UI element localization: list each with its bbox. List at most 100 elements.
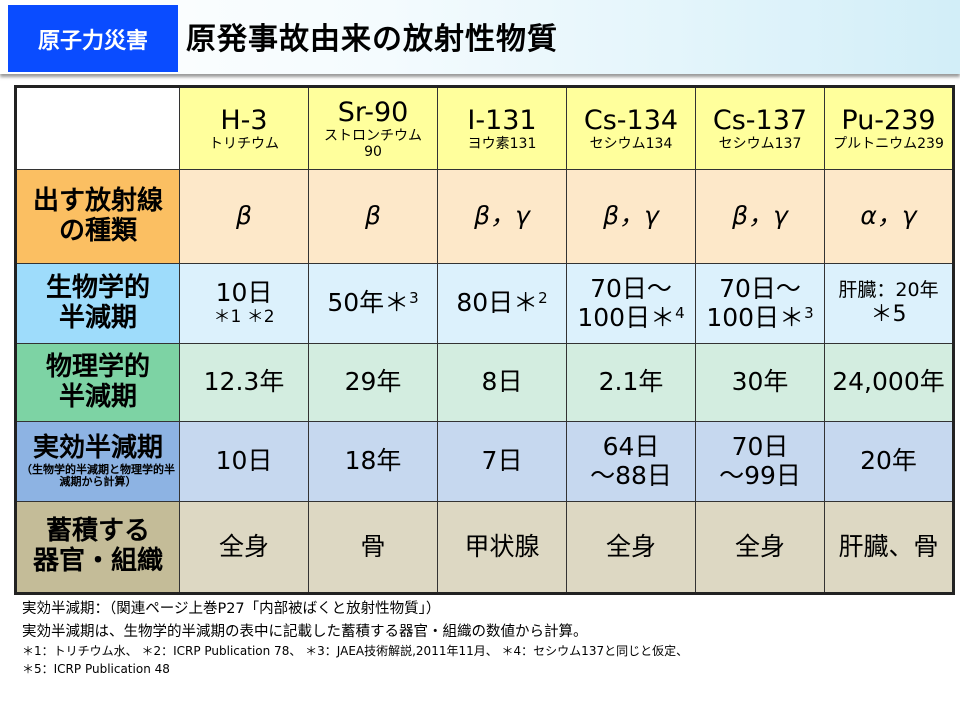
table-row: 出す放射線 の種類 β β β，γ β，γ β，γ α，γ xyxy=(15,169,954,264)
cell-line: 70日～ xyxy=(567,274,695,304)
row-label-line: 出す放射線 xyxy=(32,185,163,216)
table-cell: 骨 xyxy=(308,501,438,594)
cell-text: ～88日 xyxy=(590,460,672,490)
cell-line: 20年 xyxy=(825,446,952,476)
cell-text: α，γ xyxy=(860,201,917,231)
cell-line: 全身 xyxy=(567,532,695,562)
table-row: 蓄積する 器官・組織 全身 骨 甲状腺 全身 全身 肝臓、骨 xyxy=(15,501,954,594)
table-cell: 8日 xyxy=(437,343,567,422)
table-cell: 29年 xyxy=(308,343,438,422)
cell-line: 70日 xyxy=(696,431,824,462)
table-cell: 80日＊2 xyxy=(437,263,567,344)
cell-line: 肝臓：20年 xyxy=(825,278,952,302)
cell-text: 8日 xyxy=(481,367,523,397)
table-cell: 18年 xyxy=(308,421,438,502)
table-cell: 2.1年 xyxy=(566,343,696,422)
isotope-name: セシウム134 xyxy=(589,135,673,152)
cell-text: 骨 xyxy=(360,531,386,561)
table-cell: 12.3年 xyxy=(179,343,309,422)
table-cell: 肝臓、骨 xyxy=(824,501,954,594)
row-label-line: 蓄積する xyxy=(45,516,150,547)
row-label-line: 半減期 xyxy=(58,302,137,333)
table-cell: 64日 ～88日 xyxy=(566,421,696,502)
cell-line: 10日 xyxy=(180,278,308,308)
cell-line: 24,000年 xyxy=(825,367,952,397)
table-cell: 全身 xyxy=(179,501,309,594)
table-cell: 70日 ～99日 xyxy=(695,421,825,502)
footnote-reference-5: ＊5：ICRP Publication 48 xyxy=(22,662,170,676)
cell-text: ＊1 ＊2 xyxy=(213,307,275,328)
row-label-line: 半減期 xyxy=(58,381,137,412)
cell-text: 肝臓：20年 xyxy=(838,278,939,301)
isotope-name: ヨウ素131 xyxy=(467,135,537,152)
category-badge: 原子力災害 xyxy=(8,5,178,72)
cell-line: 50年＊3 xyxy=(309,288,437,318)
row-label-line: 物理学的 xyxy=(45,351,150,382)
row-label-line: 実効半減期 xyxy=(32,432,163,463)
row-label-note: （生物学的半減期と物理学的半減期から計算） xyxy=(21,462,175,489)
table-cell: 30年 xyxy=(695,343,825,422)
cell-line: β xyxy=(309,201,437,231)
table-cell: 10日 ＊1 ＊2 xyxy=(179,263,309,344)
cell-text: 30年 xyxy=(731,367,789,397)
radionuclide-table: H-3 トリチウム Sr-90 ストロンチウム90 I-131 ヨウ素131 Cs-134 セ… xyxy=(14,85,955,595)
row-label-line: 生物学的 xyxy=(45,272,150,303)
footnote-marker: 3 xyxy=(409,289,419,308)
row-label: 出す放射線 の種類 xyxy=(15,169,180,264)
cell-text: β，γ xyxy=(732,201,788,231)
cell-text: 12.3年 xyxy=(203,367,285,397)
table-cell: 70日～ 100日＊4 xyxy=(566,263,696,344)
cell-line: ＊1 ＊2 xyxy=(180,307,308,328)
cell-line: 100日＊3 xyxy=(696,302,824,333)
table-cell: 70日～ 100日＊3 xyxy=(695,263,825,344)
cell-text: 70日 xyxy=(731,431,789,461)
cell-text: β xyxy=(365,201,381,231)
table-cell: 全身 xyxy=(566,501,696,594)
cell-line: 全身 xyxy=(696,532,824,562)
row-label-line: 器官・組織 xyxy=(32,546,163,576)
isotope-name: セシウム137 xyxy=(718,135,802,152)
row-label-line: の種類 xyxy=(58,215,137,246)
footer-note-2: 実効半減期は、生物学的半減期の表中に記載した蓄積する器官・組織の数値から計算。 xyxy=(22,624,588,640)
cell-text: 2.1年 xyxy=(598,367,664,397)
header-row: H-3 トリチウム Sr-90 ストロンチウム90 I-131 ヨウ素131 Cs-134 セ… xyxy=(15,86,954,170)
footer-note-1: 実効半減期：（関連ページ上巻P27「内部被ばくと放射性物質」） xyxy=(22,601,441,617)
table-cell: 全身 xyxy=(695,501,825,594)
cell-line: ＊5 xyxy=(825,302,952,327)
row-label: 生物学的 半減期 xyxy=(15,263,180,344)
table-row: 生物学的 半減期 10日 ＊1 ＊2 50年＊3 80日＊2 70日～ 100日＊4 70日～ 1… xyxy=(15,263,954,344)
cell-text: 20年 xyxy=(860,446,917,476)
table-cell: 7日 xyxy=(437,421,567,502)
cell-line: 2.1年 xyxy=(567,367,695,397)
cell-text: 100日＊ xyxy=(706,302,805,332)
cell-text: 80日＊ xyxy=(456,288,539,318)
cell-text: 24,000年 xyxy=(832,367,945,397)
cell-text: 7日 xyxy=(481,446,523,476)
isotope-symbol: Cs-134 xyxy=(583,104,679,136)
cell-text: 全身 xyxy=(218,531,269,561)
cell-line: 18年 xyxy=(309,446,437,476)
cell-line: 70日～ xyxy=(696,274,824,304)
isotope-symbol: Pu-239 xyxy=(841,104,936,136)
cell-line: 30年 xyxy=(696,367,824,397)
cell-line: 80日＊2 xyxy=(438,288,566,318)
cell-line: α，γ xyxy=(825,201,952,231)
cell-line: 7日 xyxy=(438,446,566,476)
cell-line: ～99日 xyxy=(696,461,824,491)
isotope-symbol: Cs-137 xyxy=(712,104,808,136)
cell-line: 100日＊4 xyxy=(567,303,695,333)
slide-header: 原子力災害 原発事故由来の放射性物質 xyxy=(0,0,960,74)
column-header-h-3: H-3 トリチウム xyxy=(179,86,309,170)
cell-text: ＊5 xyxy=(870,301,907,327)
cell-line: 肝臓、骨 xyxy=(825,531,952,562)
cell-text: β，γ xyxy=(603,201,659,231)
page-title: 原発事故由来の放射性物質 xyxy=(186,22,558,57)
cell-text: 18年 xyxy=(344,446,402,476)
cell-text: 甲状腺 xyxy=(464,531,540,561)
cell-text: 肝臓、骨 xyxy=(838,531,939,561)
table-cell: 20年 xyxy=(824,421,954,502)
table-cell: β，γ xyxy=(695,169,825,264)
isotope-name: ストロンチウム90 xyxy=(324,127,422,161)
column-header-i-131: I-131 ヨウ素131 xyxy=(437,86,567,170)
cell-line: ～88日 xyxy=(567,460,695,491)
